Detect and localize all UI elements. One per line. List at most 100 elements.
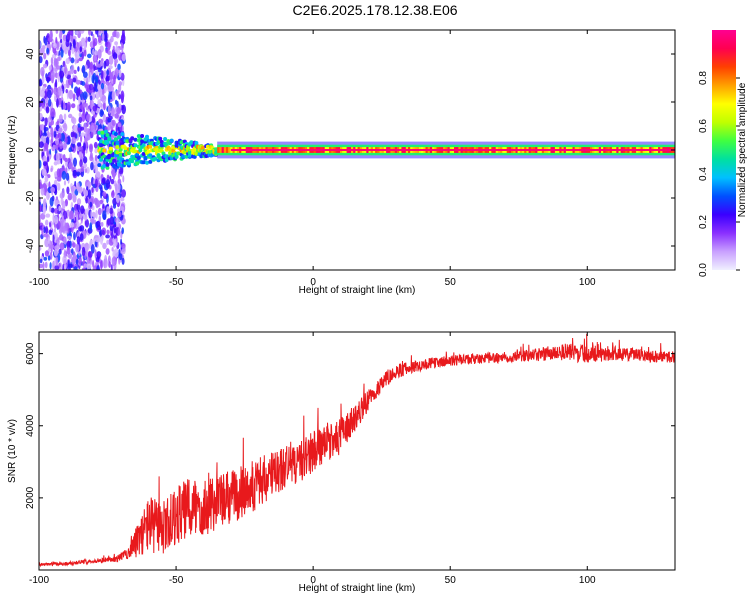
heatmap-cell (95, 220, 101, 228)
heatmap-cell (107, 155, 112, 160)
heatmap-cell (97, 49, 102, 59)
colorbar-tick-label: 0.6 (698, 119, 709, 133)
heatmap-cell (61, 170, 67, 180)
heatmap-cell (54, 208, 58, 214)
heatmap-cell (63, 113, 67, 121)
heatmap-cell (62, 215, 65, 223)
heatmap-cell (106, 206, 110, 215)
heatmap-cell (80, 132, 85, 137)
heatmap-cell (107, 120, 111, 131)
heatmap-cell (60, 48, 64, 58)
heatmap-cell (85, 219, 89, 228)
x-tick-label: 0 (310, 575, 316, 586)
heatmap-cell (40, 90, 45, 98)
heatmap-cell (94, 50, 98, 56)
heatmap-cell (53, 228, 57, 233)
heatmap-cell (120, 72, 125, 81)
heatmap-cell (200, 145, 205, 150)
heatmap-cell (72, 93, 76, 102)
heatmap-cell (90, 131, 94, 138)
heatmap-cell (92, 105, 98, 112)
heatmap-cell (46, 155, 50, 163)
heatmap-cell (64, 136, 68, 144)
heatmap-cell (66, 247, 71, 255)
heatmap-cell (82, 156, 88, 164)
heatmap-cell (75, 54, 78, 61)
heatmap-cell (176, 151, 181, 156)
heatmap-cell (40, 66, 45, 77)
heatmap-cell (62, 101, 66, 110)
colorbar-tick-label: 0.2 (698, 215, 709, 229)
heatmap-cell (110, 106, 115, 117)
heatmap-cell (101, 94, 107, 104)
heatmap-cell (60, 132, 65, 142)
colorbar: 0.0 0.2 0.4 0.6 0.8 Normalized spectral ampl… (698, 30, 748, 277)
heatmap-cell (94, 237, 100, 243)
colorbar-ticks: 0.0 0.2 0.4 0.6 0.8 (698, 71, 740, 277)
heatmap-cell (93, 39, 95, 49)
heatmap-cell (55, 152, 60, 162)
heatmap-cell (86, 133, 91, 141)
heatmap-cell (123, 146, 128, 151)
heatmap-cell (184, 154, 189, 159)
x-tick-label: -100 (29, 575, 49, 586)
heatmap-cell (49, 262, 52, 270)
heatmap-cell (39, 141, 44, 148)
heatmap-cell (221, 147, 225, 153)
heatmap-cell (83, 189, 89, 197)
heatmap-cell (117, 162, 121, 167)
heatmap-cell (105, 234, 110, 239)
heatmap-cell (214, 150, 219, 155)
heatmap-cell (62, 142, 67, 151)
heatmap-cell (64, 64, 67, 74)
heatmap-cell (55, 78, 58, 89)
heatmap-cell (112, 52, 117, 60)
heatmap-cell (44, 37, 48, 46)
heatmap-cell (62, 154, 66, 161)
heatmap-cell (113, 137, 118, 142)
heatmap-cell (43, 127, 49, 131)
heatmap-cell (85, 36, 88, 43)
heatmap-cell (105, 140, 110, 145)
heatmap-cell (57, 132, 62, 140)
heatmap-cell (50, 207, 55, 213)
heatmap-cell (55, 256, 59, 267)
heatmap-cell (65, 39, 70, 48)
heatmap-cell (100, 236, 103, 245)
heatmap-cell (76, 198, 82, 206)
heatmap-cell (72, 38, 76, 49)
heatmap-cell (121, 227, 124, 235)
heatmap-cell (89, 155, 94, 162)
heatmap-cell (83, 122, 88, 133)
heatmap-cell (50, 167, 53, 173)
heatmap-cell (39, 56, 43, 64)
heatmap-cell (106, 229, 110, 235)
heatmap-cell (67, 49, 71, 57)
heatmap-cell (115, 145, 120, 150)
heatmap-cell (89, 222, 93, 231)
heatmap-cell (120, 90, 125, 101)
heatmap-cell (102, 116, 106, 122)
heatmap-cell (148, 144, 153, 149)
heatmap-cell (133, 143, 138, 148)
colorbar-label: Normalized spectral amplitude (737, 82, 748, 217)
heatmap-cell (59, 234, 64, 241)
heatmap-cell (141, 152, 146, 156)
page-title: C2E6.2025.178.12.38.E06 (292, 2, 458, 18)
heatmap-cell (102, 210, 107, 220)
heatmap-cell (89, 144, 93, 153)
heatmap-cell (59, 70, 65, 79)
heatmap-cell (66, 186, 70, 195)
heatmap-cell (136, 156, 141, 160)
heatmap-cell (55, 143, 58, 151)
heatmap-cell (107, 50, 112, 56)
heatmap-cell (100, 69, 104, 80)
heatmap-cell (72, 242, 76, 248)
heatmap-cell (121, 53, 127, 62)
heatmap-cell (41, 229, 44, 236)
heatmap-cell (115, 183, 118, 192)
heatmap-cell (94, 249, 97, 259)
heatmap-cell (94, 154, 98, 162)
heatmap-cell (47, 193, 50, 199)
heatmap-cell (48, 122, 52, 127)
